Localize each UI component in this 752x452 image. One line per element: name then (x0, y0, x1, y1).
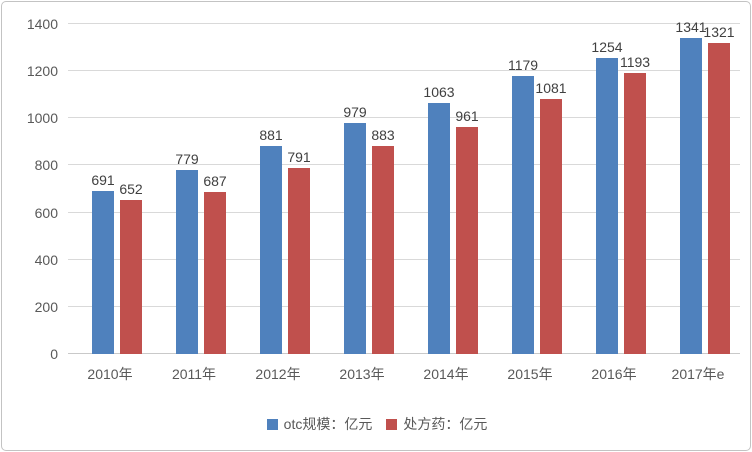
bar-value-label: 687 (203, 173, 227, 189)
bar-value-label: 1081 (535, 80, 567, 96)
bar-series2-2014年: 961 (455, 108, 479, 354)
x-tick-label-2016年: 2016年 (591, 366, 637, 382)
bar-value-label: 1341 (675, 19, 707, 35)
legend-swatch-icon (266, 418, 278, 430)
bar-value-label: 1179 (507, 57, 539, 73)
gridline-800 (68, 164, 740, 166)
bar-series1-2014年: 1063 (423, 84, 455, 354)
x-tick-label-2012年: 2012年 (255, 366, 301, 382)
legend-swatch-icon (386, 418, 398, 430)
bar-value-label: 791 (287, 149, 311, 165)
bar-series1-2016年: 1254 (591, 39, 623, 354)
bar-series1-2011年: 779 (175, 151, 199, 354)
bar-group-2013年: 979 883 (320, 24, 404, 354)
bar-series2-2016年: 1193 (620, 54, 650, 354)
bar-value-label: 1193 (619, 54, 651, 70)
y-tick-label: 600 (34, 204, 58, 221)
bar-value-label: 1063 (423, 84, 455, 100)
bar-pair: 1063 961 (423, 84, 479, 354)
bar-series1-2013年: 979 (343, 104, 367, 354)
x-axis-line (68, 353, 740, 354)
bar-pair: 881 791 (259, 127, 311, 354)
bar-series1-2017年e: 1341 (675, 19, 707, 354)
bar-series2-2012年: 791 (287, 149, 311, 354)
x-tick-label-2011年: 2011年 (171, 366, 217, 382)
bar-group-2011年: 779 687 (152, 24, 236, 354)
bar-pair: 1254 1193 (591, 39, 650, 354)
gridline-1000 (68, 117, 740, 119)
bar-group-2016年: 1254 1193 (572, 24, 656, 354)
bar-value-label: 1254 (591, 39, 623, 55)
bar-series1-2012年: 881 (259, 127, 283, 354)
legend: otc规模：亿元 处方药：亿元 (2, 414, 750, 434)
x-tick-label-2013年: 2013年 (339, 366, 385, 382)
x-tick-label-2015年: 2015年 (507, 366, 553, 382)
legend-label: otc规模：亿元 (283, 416, 373, 432)
bar-value-label: 881 (259, 127, 283, 143)
bar-series1-2015年: 1179 (508, 57, 538, 354)
y-tick-label: 800 (34, 157, 58, 174)
bar-value-label: 652 (119, 181, 143, 197)
y-tick-label: 200 (34, 298, 58, 315)
bar-group-2010年: 691 652 (68, 24, 152, 354)
bar-pair: 1179 1081 (508, 57, 567, 354)
bar-series2-2010年: 652 (119, 181, 143, 354)
y-tick-label: 1000 (26, 110, 58, 127)
bar-series1-2010年: 691 (91, 172, 115, 354)
bar-series2-2011年: 687 (203, 173, 227, 354)
legend-item-2: 处方药：亿元 (386, 414, 487, 434)
bar-pair: 779 687 (175, 151, 227, 354)
gridline-1200 (68, 70, 740, 72)
bar-pair: 979 883 (343, 104, 395, 354)
y-tick-label: 1400 (26, 16, 58, 32)
bar-group-2012年: 881 791 (236, 24, 320, 354)
bar-value-label: 1321 (703, 24, 735, 40)
gridline-200 (68, 305, 740, 307)
x-tick-label-2017年e: 2017年e (671, 366, 725, 382)
y-tick-label: 0 (50, 346, 58, 362)
gridline-400 (68, 258, 740, 260)
gridline-1400 (68, 23, 740, 24)
bar-pair: 691 652 (91, 172, 143, 354)
bar-series2-2013年: 883 (371, 127, 395, 354)
bar-value-label: 883 (371, 127, 395, 143)
x-tick-label-2010年: 2010年 (87, 366, 133, 382)
bar-group-2017年e: 1341 1321 (656, 19, 740, 354)
y-tick-label: 400 (34, 251, 58, 268)
bar-value-label: 779 (175, 151, 199, 167)
legend-item-1: otc规模：亿元 (266, 414, 373, 434)
x-tick-label-2014年: 2014年 (423, 366, 469, 382)
bar-series2-2015年: 1081 (535, 80, 567, 354)
gridline-600 (68, 211, 740, 213)
legend-label: 处方药：亿元 (403, 416, 488, 432)
bar-series2-2017年e: 1321 (703, 24, 735, 354)
plot-area: 691 652 779 687 881 791 979 883 1063 961 1179 1081 1… (68, 19, 740, 354)
bar-group-2014年: 1063 961 (404, 24, 488, 354)
bar-value-label: 961 (455, 108, 479, 124)
y-tick-label: 1200 (26, 63, 58, 80)
bar-value-label: 691 (91, 172, 115, 188)
bar-value-label: 979 (343, 104, 367, 120)
bar-group-2015年: 1179 1081 (488, 24, 572, 354)
bar-pair: 1341 1321 (675, 19, 735, 354)
